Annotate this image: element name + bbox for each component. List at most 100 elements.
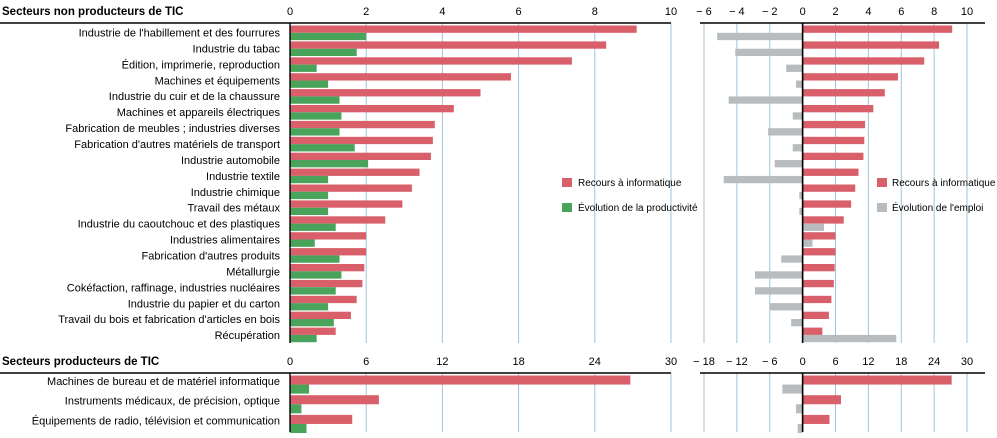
right-tick-label: 6 (832, 356, 838, 368)
category-label: Équipements de radio, télévision et comm… (32, 414, 280, 427)
bar-it-usage (290, 105, 454, 113)
bar-productivity (290, 128, 340, 136)
bar-it-usage (290, 311, 351, 320)
bar-productivity (290, 423, 307, 434)
bar-it-usage-right (802, 41, 940, 49)
category-label: Machines et appareils électriques (117, 107, 281, 119)
left-tick-label: 30 (665, 356, 677, 368)
bar-it-usage (290, 57, 572, 65)
bar-it-usage-right (802, 248, 836, 256)
bar-productivity (290, 271, 342, 279)
bar-it-usage (290, 216, 386, 224)
bar-it-usage (290, 200, 403, 208)
category-label: Industrie du caoutchouc et des plastique… (78, 219, 281, 231)
right-tick-label: − 2 (762, 6, 778, 18)
bar-it-usage-right (802, 295, 832, 304)
bar-employment (802, 334, 897, 343)
bar-productivity (290, 287, 336, 295)
bar-employment (796, 80, 803, 88)
right-tick-label: 12 (862, 356, 874, 368)
bar-it-usage-right (802, 327, 823, 335)
bar-it-usage (290, 248, 367, 256)
bar-employment (786, 64, 803, 72)
bar-employment (802, 239, 813, 247)
bar-it-usage-right (802, 395, 841, 405)
left-tick-label: 4 (439, 6, 445, 18)
bar-it-usage (290, 264, 365, 272)
left-tick-label: 24 (589, 356, 601, 368)
right-tick-label: − 4 (729, 6, 745, 18)
category-label: Travail du bois et fabrication d'article… (58, 314, 280, 326)
bar-productivity (290, 404, 302, 414)
category-label: Industrie textile (206, 171, 280, 183)
right-tick-label: − 6 (762, 356, 778, 368)
bar-employment (792, 144, 803, 152)
bar-it-usage-right (802, 375, 952, 385)
category-label: Industrie du cuir et de la chaussure (109, 91, 280, 103)
bar-it-usage-right (802, 152, 864, 161)
bar-productivity (290, 96, 340, 104)
bar-productivity (290, 144, 355, 152)
left-tick-label: 10 (665, 6, 677, 18)
bar-productivity (290, 334, 317, 343)
bar-it-usage (290, 327, 336, 335)
bar-productivity (290, 48, 357, 57)
bar-it-usage-right (802, 105, 874, 113)
bar-it-usage-right (802, 216, 844, 224)
bar-productivity (290, 207, 329, 216)
left-tick-label: 6 (363, 356, 369, 368)
bar-it-usage (290, 25, 637, 33)
category-label: Industrie du tabac (193, 43, 281, 55)
legend-swatch-it-usage (562, 178, 572, 187)
bar-it-usage (290, 279, 363, 288)
bar-it-usage-right (802, 279, 834, 288)
bar-productivity (290, 319, 334, 327)
bar-employment (792, 112, 803, 120)
legend-label-productivity: Évolution de la productivité (578, 201, 698, 214)
bar-it-usage-right (802, 264, 835, 272)
bar-it-usage (290, 295, 357, 304)
bar-productivity (290, 112, 342, 120)
bar-it-usage (290, 414, 353, 424)
left-tick-label: 12 (436, 356, 448, 368)
right-tick-label: 2 (832, 6, 838, 18)
bar-employment (791, 319, 803, 327)
bar-productivity (290, 32, 367, 41)
bar-productivity (290, 191, 329, 200)
legend-swatch-it-usage-right (877, 178, 887, 187)
bar-it-usage (290, 89, 481, 97)
legend-label-it-usage-right: Recours à informatique (892, 178, 996, 189)
bar-it-usage (290, 395, 379, 405)
bar-productivity (290, 80, 329, 88)
bar-employment (799, 191, 803, 200)
category-label: Industrie automobile (181, 155, 280, 167)
bar-it-usage-right (802, 89, 885, 97)
right-tick-label: 4 (865, 6, 871, 18)
category-label: Machines et équipements (155, 75, 281, 87)
bar-employment (754, 287, 803, 295)
category-label: Industries alimentaires (170, 235, 281, 247)
bar-productivity (290, 223, 336, 231)
bar-it-usage (290, 168, 420, 176)
section-title: Secteurs producteurs de TIC (2, 356, 159, 368)
bar-it-usage-right (802, 73, 898, 81)
category-label: Récupération (215, 330, 280, 342)
left-tick-label: 8 (592, 6, 598, 18)
bar-employment (774, 160, 803, 168)
legend-label-employment: Évolution de l'emploi (892, 201, 983, 214)
bar-productivity (290, 303, 329, 311)
right-tick-label: 0 (800, 6, 806, 18)
category-label: Édition, imprimerie, reproduction (122, 58, 280, 71)
legend-label-it-usage: Recours à informatique (578, 178, 682, 189)
bar-it-usage (290, 120, 435, 129)
bar-employment (728, 96, 803, 104)
left-tick-label: 6 (516, 6, 522, 18)
right-tick-label: − 18 (693, 356, 715, 368)
right-tick-label: 24 (928, 356, 940, 368)
bar-it-usage-right (802, 168, 859, 176)
bar-it-usage-right (802, 57, 925, 65)
section-title: Secteurs non producteurs de TIC (2, 6, 183, 18)
bar-employment (723, 175, 803, 184)
left-tick-label: 0 (287, 6, 293, 18)
